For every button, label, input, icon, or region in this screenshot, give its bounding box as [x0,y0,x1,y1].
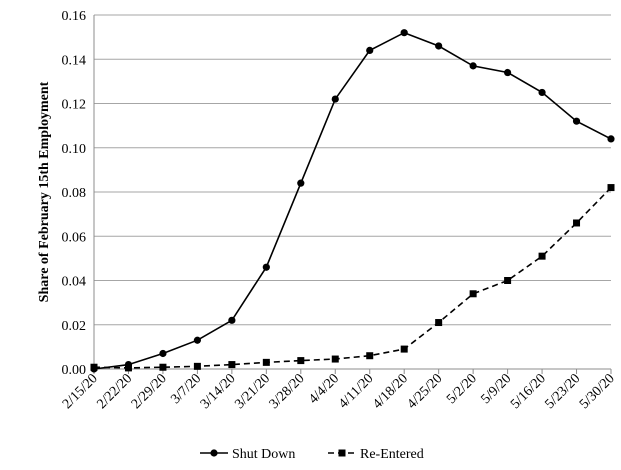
y-axis-label: Share of February 15th Employment [37,81,52,302]
data-point-re-entered [469,290,477,298]
x-tick-label: 4/25/20 [405,371,446,412]
y-tick-label: 0.06 [62,230,87,245]
x-tick-label: 5/30/20 [577,371,618,412]
x-tick-label: 3/21/20 [232,371,273,412]
series-group [90,29,615,373]
x-tick-label: 5/2/20 [444,371,480,407]
legend-label: Shut Down [232,447,295,462]
data-point-shut-down [228,316,236,324]
data-point-re-entered [331,355,339,363]
data-point-re-entered [435,319,443,327]
legend-marker-square [338,449,346,457]
legend: Shut Down Re-Entered [200,447,424,462]
data-point-re-entered [538,252,546,260]
data-point-shut-down [572,117,581,125]
data-point-shut-down [400,29,408,37]
data-point-re-entered [400,345,408,353]
data-point-shut-down [262,263,270,271]
legend-marker-circle [210,449,218,457]
data-point-re-entered [124,364,132,372]
data-point-shut-down [193,336,201,344]
data-point-re-entered [297,357,305,365]
y-tick-label: 0.10 [62,142,87,157]
tick-labels: 0.000.020.040.060.080.100.120.140.162/15… [60,9,618,412]
y-tick-label: 0.02 [62,319,87,334]
data-point-shut-down [331,95,339,103]
data-point-shut-down [159,349,167,358]
y-tick-label: 0.14 [62,53,87,68]
y-tick-label: 0.00 [62,363,87,378]
y-tick-label: 0.08 [62,186,87,201]
data-point-re-entered [504,277,512,284]
x-tick-label: 2/29/20 [129,371,170,412]
data-point-shut-down [366,46,374,55]
data-point-re-entered [159,363,167,371]
legend-label: Re-Entered [360,447,424,462]
data-point-re-entered [366,352,374,360]
data-point-re-entered [262,358,270,366]
y-tick-label: 0.04 [62,275,87,290]
x-tick-label: 3/28/20 [267,371,308,412]
x-tick-label: 5/16/20 [508,371,549,412]
x-tick-label: 2/22/20 [94,371,135,412]
data-point-shut-down [435,42,443,50]
data-point-shut-down [504,68,512,77]
data-point-re-entered [607,184,615,192]
x-tick-label: 4/11/20 [336,371,376,411]
gridlines [94,14,611,326]
series-line-re-entered [93,187,612,369]
x-tick-label: 3/14/20 [198,371,239,412]
series-line-shut-down [93,31,612,370]
y-tick-label: 0.12 [62,98,87,113]
data-point-shut-down [469,62,477,70]
data-point-re-entered [228,361,236,369]
data-point-shut-down [538,88,546,97]
data-point-re-entered [193,362,201,370]
data-point-shut-down [607,135,615,143]
data-point-shut-down [297,179,305,187]
x-tick-label: 4/18/20 [370,371,411,412]
data-point-re-entered [573,219,581,227]
data-point-re-entered [90,363,98,371]
x-tick-label: 5/23/20 [543,371,584,412]
axes [93,15,612,374]
y-tick-label: 0.16 [62,9,87,24]
